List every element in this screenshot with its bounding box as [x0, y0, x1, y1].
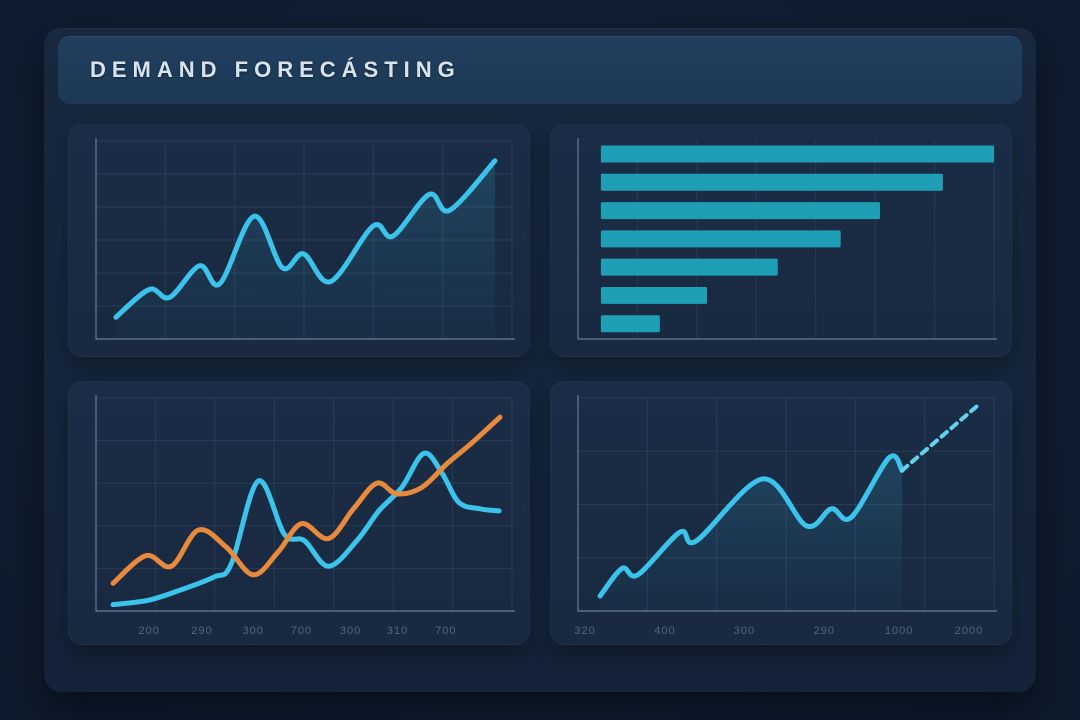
panel-forecast-projection: 320 400 300 290 1000 2000	[550, 381, 1012, 645]
page-title: DEMAND FORECÁSTING	[90, 57, 461, 82]
svg-text:700: 700	[435, 625, 456, 637]
titlebar: DEMAND FORECÁSTING	[58, 36, 1022, 104]
svg-text:320: 320	[574, 625, 595, 637]
panel-demand-trend	[68, 124, 530, 357]
svg-text:400: 400	[654, 625, 675, 637]
svg-text:700: 700	[291, 625, 312, 637]
svg-text:290: 290	[191, 625, 212, 637]
svg-text:300: 300	[243, 625, 264, 637]
chart-grid: 200 290 300 700 300 310 700 320 400 300 290 1000 20…	[68, 124, 1012, 645]
demand-trend-line-chart	[95, 138, 515, 340]
svg-text:290: 290	[814, 625, 835, 637]
forecast-projection-line-chart: 320 400 300 290 1000 2000	[574, 395, 997, 637]
actual-vs-forecast-line-chart: 200 290 300 700 300 310 700	[95, 395, 515, 637]
panel-category-ranking	[550, 124, 1012, 357]
svg-text:300: 300	[734, 625, 755, 637]
svg-text:2000: 2000	[955, 625, 983, 637]
panel-actual-vs-forecast: 200 290 300 700 300 310 700	[68, 381, 530, 645]
svg-text:310: 310	[387, 625, 408, 637]
svg-text:200: 200	[139, 625, 160, 637]
svg-text:300: 300	[340, 625, 361, 637]
svg-text:1000: 1000	[885, 625, 913, 637]
category-ranking-bar-chart	[577, 138, 997, 340]
dashboard-card: DEMAND FORECÁSTING 200 290 300 700 300 310 700…	[44, 28, 1036, 692]
